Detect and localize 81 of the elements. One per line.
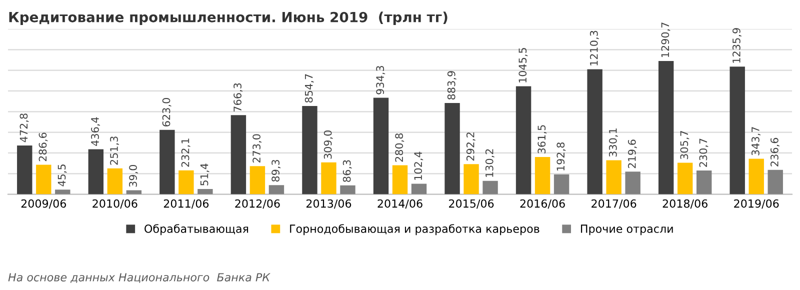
bar: [516, 86, 532, 194]
bar: [230, 115, 246, 194]
data-label: 1290,7: [661, 22, 670, 58]
data-label: 934,3: [376, 66, 386, 94]
data-label: 309,0: [324, 130, 333, 159]
data-label: 102,4: [414, 152, 424, 180]
bar: [160, 130, 175, 194]
bar: [411, 184, 427, 194]
bar: [178, 170, 194, 194]
bar: [587, 69, 602, 194]
x-tick-label: 2013/06: [306, 199, 352, 209]
x-tick-label: 2018/06: [662, 199, 708, 209]
data-label: 51,4: [200, 164, 210, 186]
data-label: 45,5: [58, 164, 67, 186]
bar: [677, 162, 693, 194]
bar: [321, 162, 336, 194]
bar: [250, 166, 266, 194]
bar: [625, 172, 640, 194]
bar: [748, 158, 764, 194]
data-label: 89,3: [272, 160, 281, 182]
bar: [464, 164, 479, 194]
bar: [340, 185, 356, 194]
bar: [302, 106, 318, 194]
data-label: 286,6: [38, 132, 48, 162]
x-tick-label: 2016/06: [520, 199, 565, 209]
data-label: 330,1: [608, 128, 618, 157]
bar: [36, 164, 52, 194]
bar: [554, 174, 570, 194]
bar: [198, 188, 213, 194]
bar: [55, 190, 70, 194]
legend-label: Обрабатывающая: [144, 224, 248, 236]
bar: [392, 165, 408, 194]
bar: [17, 145, 32, 194]
data-label: 472,8: [20, 114, 29, 142]
bar: [373, 98, 389, 194]
bar: [444, 102, 460, 194]
bar: [696, 170, 712, 194]
x-tick-label: 2009/06: [21, 199, 66, 209]
bar: [606, 160, 622, 194]
data-label: 766,3: [234, 83, 243, 112]
data-label: 251,3: [110, 136, 119, 165]
legend-label: Горнодобывающая и разработка карьеров: [290, 224, 540, 236]
x-tick-label: 2011/06: [164, 199, 209, 209]
data-label: 192,8: [556, 142, 566, 170]
x-tick-label: 2017/06: [592, 199, 636, 209]
bar: [534, 156, 550, 194]
data-label: 236,6: [770, 138, 780, 166]
data-label: 292,2: [466, 132, 476, 161]
data-label: 280,8: [395, 133, 404, 162]
data-label: 1210,3: [590, 30, 599, 66]
data-label: 361,5: [538, 125, 547, 154]
bar: [482, 180, 498, 194]
x-tick-label: 2014/06: [378, 199, 422, 209]
legend-label: Прочие отрасли: [580, 224, 673, 236]
data-label: 343,7: [752, 127, 760, 156]
bar: [88, 149, 104, 194]
x-tick-label: 2010/06: [92, 199, 138, 209]
data-label: 219,6: [628, 140, 637, 168]
data-label: 1235,9: [732, 28, 742, 63]
bar: [107, 168, 123, 194]
bar: [768, 170, 783, 194]
bar: [730, 66, 745, 194]
data-label: 130,2: [485, 149, 494, 177]
text: На основе данных Национального Банка РК: [8, 273, 270, 283]
data-label: 273,0: [252, 134, 262, 163]
x-tick-label: 2015/06: [449, 199, 494, 209]
data-label: 232,1: [181, 138, 190, 167]
data-label: 230,7: [699, 138, 708, 167]
bar: [658, 60, 674, 194]
data-label: 623,0: [162, 98, 172, 126]
x-tick-label: 2012/06: [235, 199, 280, 209]
data-label: 86,3: [342, 160, 352, 182]
chart-title: Кредитование промышленности. Июнь 2019 (трлн тг): [9, 12, 448, 26]
data-label: 39,0: [129, 164, 138, 187]
bar: [268, 185, 284, 194]
data-label: 436,4: [91, 117, 100, 146]
data-label: 1045,5: [518, 48, 528, 82]
data-label: 883,9: [447, 71, 456, 100]
data-label: 854,7: [304, 74, 314, 103]
data-label: 305,7: [680, 131, 690, 160]
x-tick-label: 2019/06: [734, 199, 779, 209]
